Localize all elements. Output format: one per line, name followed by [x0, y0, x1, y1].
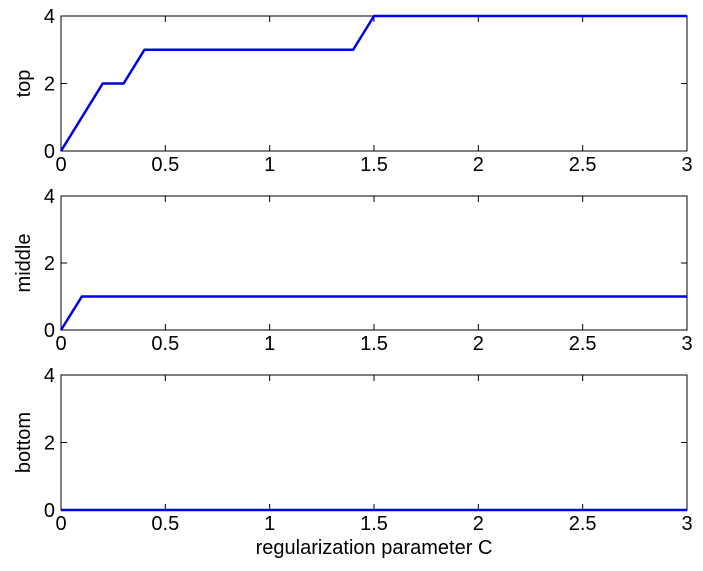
y-axis-label: bottom [13, 412, 35, 473]
x-tick-label: 0.5 [151, 333, 179, 355]
x-tick-label: 1.5 [360, 333, 388, 355]
series-line-1 [59, 295, 687, 331]
x-tick-label: 2.5 [569, 513, 597, 535]
subplot-1: 0 0.5 1 1.5 2 2.5 3 0 2 4 top [13, 6, 693, 176]
x-tick-label: 1.5 [360, 154, 388, 176]
y-tick-label: 0 [44, 320, 55, 342]
y-tick-label: 4 [44, 365, 55, 387]
y-tick-label: 2 [44, 433, 55, 455]
x-tick-label: 0.5 [151, 154, 179, 176]
subplot-2: 0 0.5 1 1.5 2 2.5 3 0 2 4 middle [13, 186, 693, 355]
x-tick-label: 2 [473, 513, 484, 535]
x-tick-label: 1 [264, 333, 275, 355]
x-tick-label: 3 [681, 513, 692, 535]
x-tick-label: 0.5 [151, 513, 179, 535]
y-tick-label: 2 [44, 74, 55, 96]
x-tick-label: 2.5 [569, 154, 597, 176]
x-tick-label: 1 [264, 513, 275, 535]
x-tick-label: 0 [55, 513, 66, 535]
x-tick-label: 1.5 [360, 513, 388, 535]
y-axis-label: top [13, 70, 35, 98]
x-tick-label: 3 [681, 333, 692, 355]
x-tick-label: 2 [473, 333, 484, 355]
axes-frame [60, 15, 688, 152]
y-tick-label: 2 [44, 253, 55, 275]
y-tick-label: 0 [44, 500, 55, 522]
y-tick-label: 4 [44, 186, 55, 208]
x-tick-label: 3 [681, 154, 692, 176]
subplot-3: 0 0.5 1 1.5 2 2.5 3 0 2 4 bottom regularization par… [13, 365, 693, 559]
axes-frame [60, 374, 688, 511]
x-tick-label: 1 [264, 154, 275, 176]
y-tick-label: 0 [44, 141, 55, 163]
x-tick-label: 2.5 [569, 333, 597, 355]
x-axis-label: regularization parameter C [256, 537, 493, 559]
y-tick-label: 4 [44, 6, 55, 28]
x-tick-label: 0 [55, 333, 66, 355]
x-tick-label: 0 [55, 154, 66, 176]
axes-frame [60, 195, 688, 331]
y-axis-label: middle [13, 234, 35, 293]
x-tick-label: 2 [473, 154, 484, 176]
series-line-1 [59, 14, 687, 152]
